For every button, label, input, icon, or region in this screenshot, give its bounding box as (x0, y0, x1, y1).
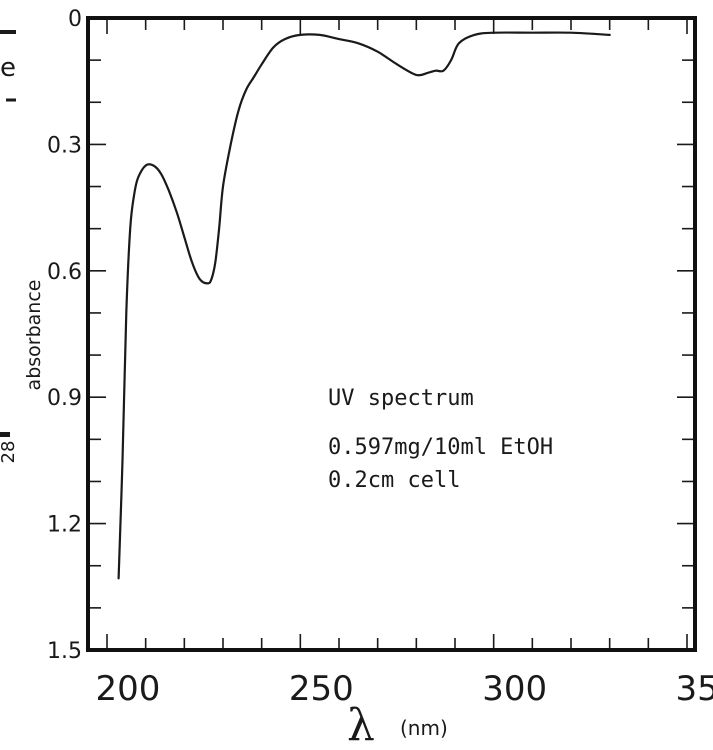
y-tick-label: 0.9 (47, 386, 82, 411)
x-axis-unit: (nm) (400, 716, 448, 740)
y-tick-label: 0 (68, 7, 82, 32)
annotation-title: UV spectrum (328, 386, 474, 411)
y-tick-label: 1.5 (47, 639, 82, 664)
margin-fragment-side: 28 (0, 441, 19, 464)
y-axis-title: absorbance (23, 280, 45, 391)
absorbance-curve (117, 31, 611, 580)
x-tick-label: 300 (482, 669, 547, 709)
annotation-concentration: 0.597mg/10ml EtOH (328, 435, 553, 460)
margin-fragment-top: e (0, 53, 16, 83)
x-tick-label: 200 (96, 669, 161, 709)
annotation-cell: 0.2cm cell (328, 468, 460, 493)
margin-block (0, 432, 10, 437)
tick-marks (88, 18, 695, 650)
y-tick-label: 0.6 (47, 260, 82, 285)
x-tick-label: 250 (289, 669, 354, 709)
x-tick-labels: 200 250 300 350 (96, 669, 713, 709)
margin-bar (0, 30, 16, 34)
y-tick-label: 0.3 (47, 133, 82, 158)
x-axis-symbol: λ (347, 700, 375, 750)
plot-frame (86, 16, 697, 652)
y-tick-label: 1.2 (47, 513, 82, 538)
x-tick-label: 350 (676, 669, 713, 709)
y-tick-labels: 0 0.3 0.6 0.9 1.2 1.5 (47, 7, 82, 664)
